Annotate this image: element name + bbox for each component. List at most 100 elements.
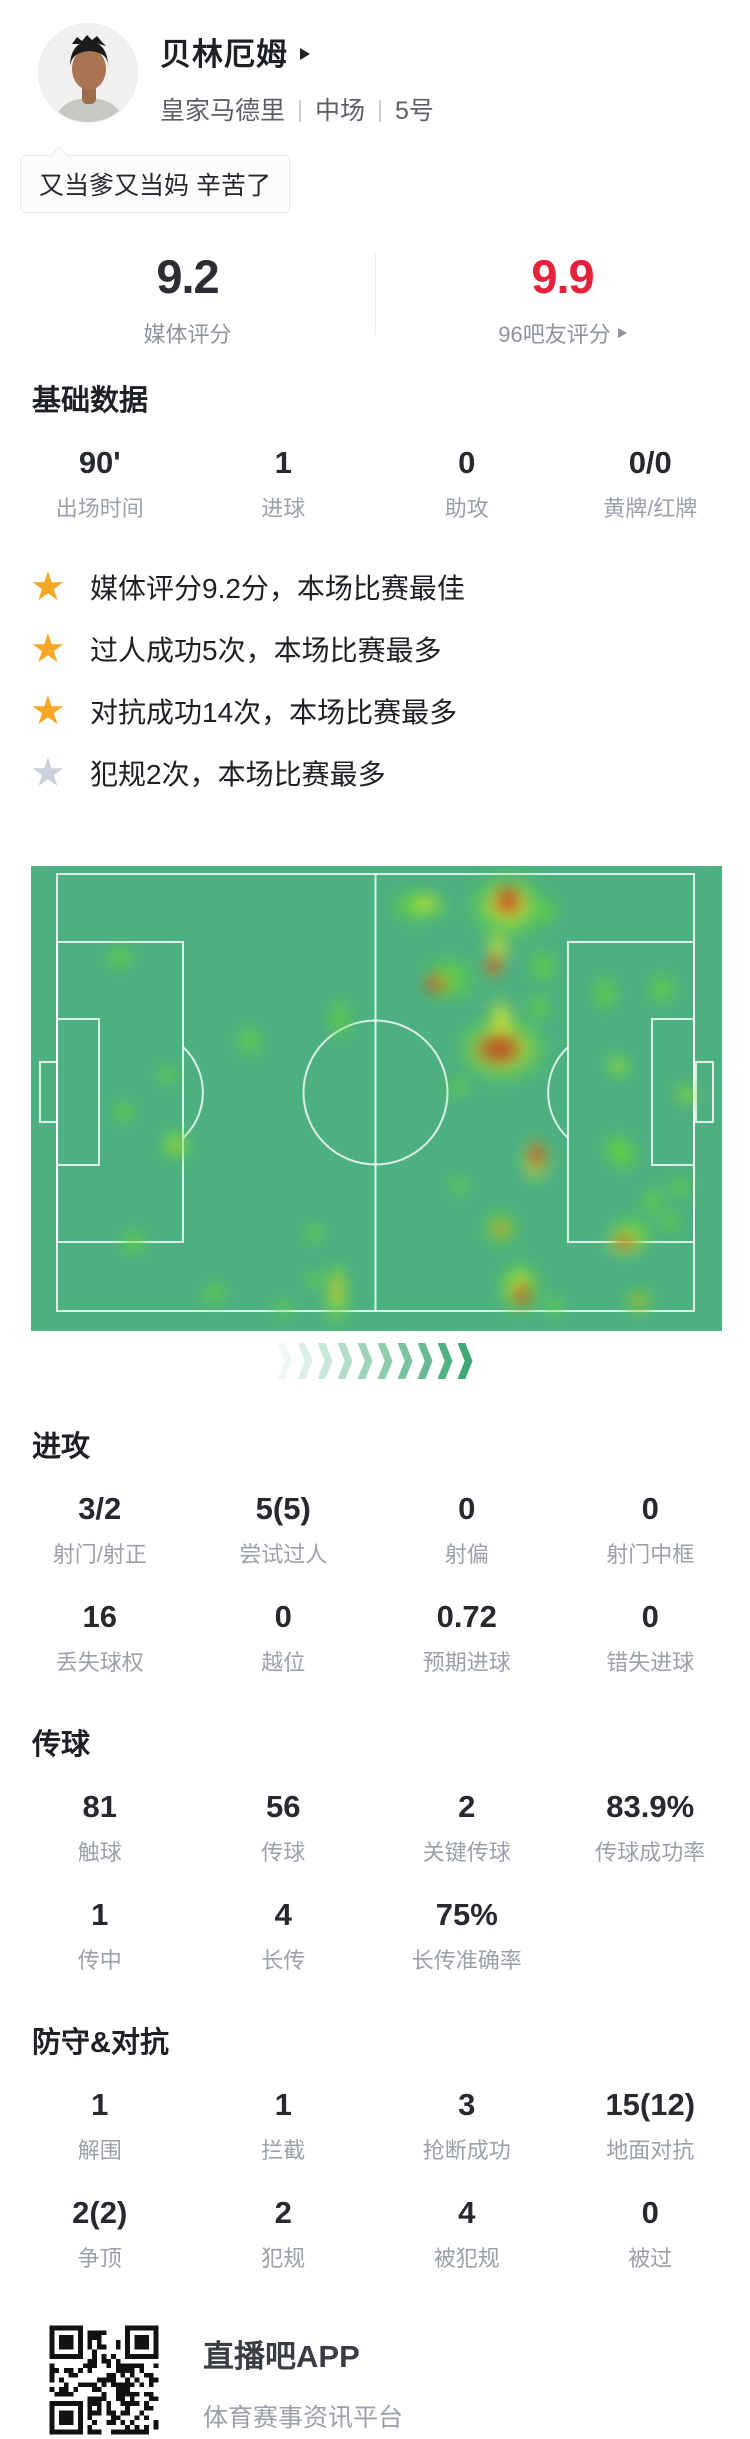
heat-blob [407,894,443,914]
chevron-icon [417,1343,433,1379]
basic-stat-grid: 90' 出场时间 1 进球 0 助攻 0/0 黄牌/红牌 [0,445,750,523]
highlight-text: 过人成功5次，本场比赛最多 [90,635,442,666]
stat-label: 抢断成功 [422,2138,511,2163]
app-name: 直播吧APP [203,2339,360,2374]
heat-blob [542,1294,566,1318]
stat-label: 长传 [261,1948,306,1973]
stat-cell: 0 射门中框 [559,1491,743,1569]
stat-value: 0 [458,445,476,480]
stat-cell: 81 触球 [8,1789,192,1867]
heat-blob [681,1089,695,1103]
heat-blob [513,1281,531,1309]
stat-value: 0 [641,1599,659,1634]
chevron-icon [357,1343,373,1379]
heat-blob [272,1297,294,1319]
section-defense: 防守&对抗 1 解围 1 拦截 3 抢断成功 15(12) 地面对抗 2(2) 争顶 2 犯规 4 被犯规… [0,2019,750,2273]
stat-label: 错失进球 [606,1650,695,1675]
ratings-block: 9.2 媒体评分 9.9 96吧友评分 [0,249,750,349]
highlight-text: 犯规2次，本场比赛最多 [90,759,386,790]
stat-row: 81 触球 56 传球 2 关键传球 83.9% 传球成功率 [0,1789,750,1867]
stat-cell: 0 助攻 [375,445,559,523]
stat-label: 丢失球权 [55,1650,144,1675]
stat-label: 传球 [261,1840,306,1865]
highlight-row: ★ 犯规2次，本场比赛最多 [30,749,750,797]
caret-right-icon [617,328,627,338]
highlight-list: ★ 媒体评分9.2分，本场比赛最佳 ★ 过人成功5次，本场比赛最多 ★ 对抗成功14次，本… [30,563,750,797]
stat-label: 争顶 [77,2246,122,2271]
stat-value: 1 [274,2087,292,2122]
stat-label: 预期进球 [422,1650,511,1675]
passing-stat-grid: 81 触球 56 传球 2 关键传球 83.9% 传球成功率 1 传中 4 长传 75% 长传准确率 [0,1789,750,1975]
heat-blob [615,1234,635,1250]
stat-row: 1 传中 4 长传 75% 长传准确率 [0,1897,750,1975]
team-name: 皇家马德里 [160,97,286,125]
app-subtitle: 体育赛事资讯平台 [203,2404,404,2432]
stat-value: 0 [458,1491,476,1526]
section-title-basic: 基础数据 [32,385,149,417]
chevron-icon [377,1343,393,1379]
heat-blob [234,1023,264,1059]
stat-label: 射偏 [444,1542,489,1567]
stat-label: 黄牌/红牌 [603,496,698,521]
stat-cell: 0 被过 [559,2195,743,2273]
section-basic: 基础数据 90' 出场时间 1 进球 0 助攻 0/0 黄牌/红牌 [0,377,750,523]
chevron-icon [437,1343,453,1379]
star-icon: ★ [30,689,66,733]
stat-cell: 75% 长传准确率 [375,1897,559,1975]
stat-value: 1 [91,2087,109,2122]
stat-cell: 90' 出场时间 [8,445,192,523]
player-name-row[interactable]: 贝林厄姆 [160,29,434,74]
stat-value: 0 [274,1599,292,1634]
stat-label: 地面对抗 [606,2138,695,2163]
heat-blob [602,1131,634,1163]
media-rating: 9.2 媒体评分 [0,249,375,349]
heat-blob [105,943,135,973]
stat-value: 2 [458,1789,476,1824]
stat-cell: 2(2) 争顶 [8,2195,192,2273]
media-rating-label: 媒体评分 [143,322,232,347]
stat-label: 被过 [628,2246,673,2271]
stat-cell: 3/2 射门/射正 [8,1491,192,1569]
stat-cell: 2 犯规 [192,2195,376,2273]
player-header: 贝林厄姆 皇家马德里 | 中场 | 5号 [0,0,750,127]
highlight-row: ★ 媒体评分9.2分，本场比赛最佳 [30,563,750,611]
stat-label: 越位 [261,1650,306,1675]
stat-cell: 1 传中 [8,1897,192,1975]
divider: | [377,95,383,122]
stat-row: 2(2) 争顶 2 犯规 4 被犯规 0 被过 [0,2195,750,2273]
stat-label: 射门中框 [606,1542,695,1567]
stat-cell: 0 射偏 [375,1491,559,1569]
fans-rating-label: 96吧友评分 [375,317,750,349]
heat-blob [487,955,501,975]
stat-row: 90' 出场时间 1 进球 0 助攻 0/0 黄牌/红牌 [0,445,750,523]
highlight-row: ★ 对抗成功14次，本场比赛最多 [30,687,750,735]
stat-label: 被犯规 [433,2246,500,2271]
stat-value: 1 [91,1897,109,1932]
heatmap-blobs [31,866,722,1331]
stat-label: 传球成功率 [595,1840,706,1865]
stat-cell: 0/0 黄牌/红牌 [559,445,743,523]
fans-rating[interactable]: 9.9 96吧友评分 [375,249,750,349]
heat-blob [528,1139,546,1171]
defense-stat-grid: 1 解围 1 拦截 3 抢断成功 15(12) 地面对抗 2(2) 争顶 2 犯规 4 被犯规 0 被过 [0,2087,750,2273]
stat-value: 3 [458,2087,476,2122]
stat-cell: 0 错失进球 [559,1599,743,1677]
stat-cell: 4 长传 [192,1897,376,1975]
chevron-icon [277,1343,293,1379]
stat-row: 3/2 射门/射正 5(5) 尝试过人 0 射偏 0 射门中框 [0,1491,750,1569]
stat-cell: 16 丢失球权 [8,1599,192,1677]
stat-value: 2 [274,2195,292,2230]
heat-blob [119,1227,149,1257]
stat-value: 4 [274,1897,292,1932]
chevron-icon [457,1343,473,1379]
media-rating-value: 9.2 [156,250,219,303]
section-title-attack: 进攻 [32,1431,91,1463]
stat-row: 16 丢失球权 0 越位 0.72 预期进球 0 错失进球 [0,1599,750,1677]
stat-value: 0 [641,2195,659,2230]
heat-blob [111,1099,137,1125]
section-passing: 传球 81 触球 56 传球 2 关键传球 83.9% 传球成功率 1 传中 4 长传 75% 长传准确率 [0,1721,750,1975]
heat-blob [611,1059,625,1073]
avatar [38,23,138,123]
stat-value: 75% [435,1897,498,1932]
stat-value: 1 [274,445,292,480]
